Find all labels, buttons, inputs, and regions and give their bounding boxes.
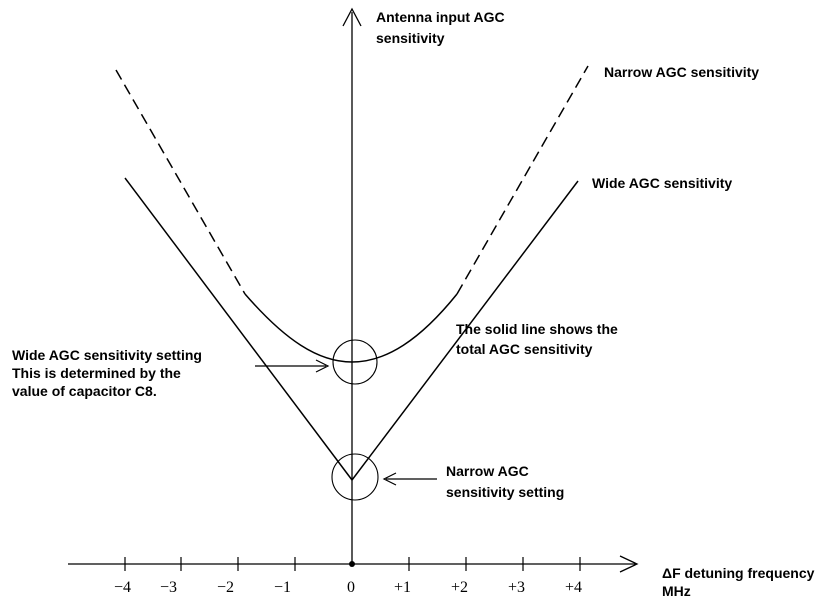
narrow-setting-annotation: Narrow AGC sensitivity setting [446,463,564,500]
narrow-agc-curve-right-dashed [456,65,589,295]
wide-agc-curve-left [124,177,353,481]
x-axis-label: ΔF detuning frequency MHz [662,565,818,599]
x-axis-label-line: MHz [662,583,691,599]
x-axis-label-line: ΔF detuning frequency [662,565,815,581]
wide-setting-circle [332,339,378,385]
total-sensitivity-annotation-line: total AGC sensitivity [456,341,593,357]
total-sensitivity-annotation: The solid line shows the total AGC sensi… [456,321,622,357]
narrow-setting-circle [331,453,379,501]
tick-label-pos3: +3 [508,579,525,596]
tick-label-neg3: −3 [160,579,177,596]
narrow-setting-arrowhead [382,472,397,486]
wide-setting-annotation-line: This is determined by the [12,365,181,381]
wide-curve-label: Wide AGC sensitivity [592,175,732,191]
wide-setting-annotation: Wide AGC sensitivity setting This is det… [12,347,206,399]
wide-setting-annotation-line: value of capacitor C8. [12,383,157,399]
x-tick-labels: −4 −3 −2 −1 0 +1 +2 +3 +4 [114,579,582,596]
tick-label-neg1: −1 [274,579,291,596]
total-agc-curve [244,293,458,363]
wide-setting-annotation-line: Wide AGC sensitivity setting [12,347,202,363]
tick-label-neg2: −2 [217,579,234,596]
wide-agc-curve-right [351,180,579,481]
y-axis-label-line: sensitivity [376,30,445,46]
tick-label-neg4: −4 [114,579,131,596]
tick-label-pos1: +1 [394,579,411,596]
curves [115,65,589,481]
narrow-agc-curve-left-dashed [115,69,246,295]
pointer-arrows [255,359,437,486]
x-ticks [124,557,581,571]
tick-label-pos4: +4 [565,579,582,596]
total-sensitivity-annotation-line: The solid line shows the [456,321,618,337]
narrow-curve-label: Narrow AGC sensitivity [604,64,759,80]
wide-setting-arrowhead [315,359,330,373]
narrow-setting-annotation-line: sensitivity setting [446,484,564,500]
y-axis-label-line: Antenna input AGC [376,9,505,25]
x-axis-arrowhead [619,555,639,573]
tick-label-pos2: +2 [451,579,468,596]
y-axis-arrowhead [342,7,362,27]
narrow-setting-annotation-line: Narrow AGC [446,463,529,479]
origin-dot [349,561,355,567]
y-axis-label: Antenna input AGC sensitivity [376,9,508,46]
tick-label-zero: 0 [347,579,355,596]
